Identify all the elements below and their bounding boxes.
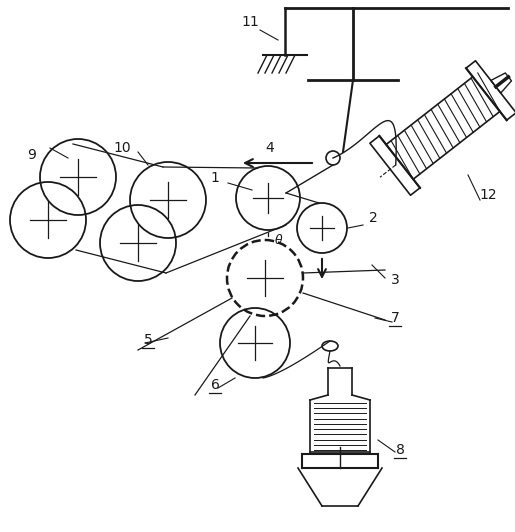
Text: 10: 10 <box>113 141 131 155</box>
Text: 2: 2 <box>369 211 377 225</box>
Text: 7: 7 <box>390 311 399 325</box>
Text: 6: 6 <box>211 378 219 392</box>
Text: 1: 1 <box>211 171 219 185</box>
Text: 5: 5 <box>144 333 152 347</box>
Text: 11: 11 <box>241 15 259 29</box>
Text: 3: 3 <box>390 273 399 287</box>
Text: $\theta$: $\theta$ <box>274 233 283 247</box>
Text: 4: 4 <box>266 141 274 155</box>
Text: 8: 8 <box>396 443 404 457</box>
Text: 9: 9 <box>28 148 37 162</box>
Text: 12: 12 <box>479 188 497 202</box>
